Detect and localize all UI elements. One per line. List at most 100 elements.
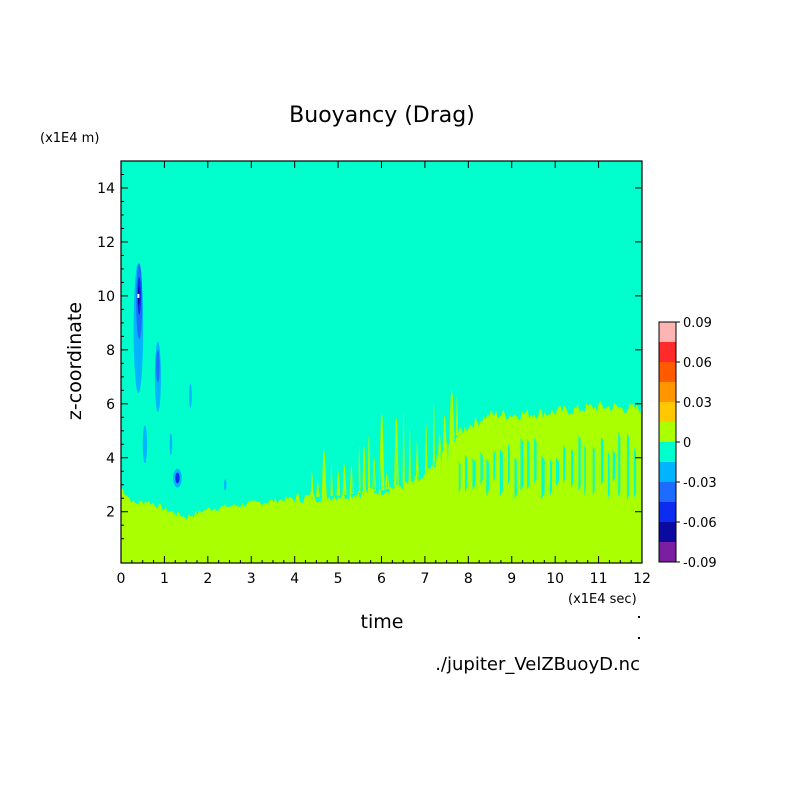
negative-streak [600, 436, 604, 486]
negative-streak [391, 463, 393, 487]
x-tick-label: 11 [590, 571, 608, 587]
y-tick-label: 10 [97, 289, 115, 305]
y-axis-label: z-coordinate [64, 302, 86, 420]
negative-streak [472, 458, 476, 490]
x-tick-label: 2 [203, 571, 212, 587]
positive-finger [455, 396, 459, 436]
x-tick-label: 5 [334, 571, 343, 587]
colorbar: 0.09 0.06 0.03 0 -0.03 -0.06 -0.09 [658, 316, 717, 571]
positive-finger [394, 415, 399, 487]
positive-finger [432, 402, 436, 465]
negative-streak [571, 447, 574, 489]
negative-streak [607, 451, 610, 499]
positive-region [121, 401, 642, 563]
y-axis-unit: (x1E4 m) [40, 131, 99, 146]
plume-core [137, 293, 140, 298]
negative-streak [334, 476, 336, 495]
negative-streak [373, 465, 375, 490]
negative-plume [156, 349, 160, 383]
negative-streak [612, 449, 616, 483]
x-axis-label: time [361, 611, 404, 633]
x-tick-label: 4 [290, 571, 299, 587]
source-file-label: ./jupiter_VelZBuoyD.nc [435, 654, 640, 675]
negative-streak [440, 451, 442, 467]
colorbar-swatch [659, 442, 676, 462]
negative-streak [434, 461, 436, 471]
negative-plume [142, 425, 148, 464]
colorbar-label: -0.03 [683, 476, 717, 491]
chart-title: Buoyancy (Drag) [289, 103, 475, 128]
x-tick-label: 1 [160, 571, 169, 587]
colorbar-swatch [659, 402, 676, 422]
y-tick-label: 12 [97, 235, 115, 251]
y-tick-label: 6 [106, 397, 115, 413]
negative-streak [527, 438, 530, 491]
colorbar-label: 0 [683, 436, 691, 451]
negative-streak [634, 447, 637, 499]
negative-streak [534, 437, 537, 484]
negative-streak [366, 467, 369, 491]
colorbar-swatch [659, 522, 676, 542]
positive-finger [330, 462, 333, 496]
negative-streak [458, 460, 461, 494]
negative-plume [189, 383, 192, 408]
colorbar-label: -0.09 [683, 556, 717, 571]
colorbar-swatch [659, 462, 676, 482]
x-tick-label: 0 [117, 571, 126, 587]
colorbar-swatch [659, 362, 676, 382]
y-tick-label: 2 [106, 505, 115, 521]
negative-streak [541, 455, 545, 500]
positive-finger [310, 469, 314, 498]
x-tick-label: 9 [507, 571, 516, 587]
x-tick-label: 12 [633, 571, 651, 587]
x-tick-label: 10 [546, 571, 564, 587]
negative-streak [396, 461, 398, 485]
positive-finger [367, 435, 371, 492]
dot-mark [638, 637, 640, 639]
positive-finger [415, 441, 419, 482]
positive-finger [362, 444, 367, 493]
negative-streak [618, 432, 621, 498]
contour-field [121, 161, 642, 563]
negative-streak [357, 463, 360, 492]
negative-streak [401, 469, 403, 484]
negative-streak [549, 459, 553, 497]
negative-plume [223, 479, 227, 491]
positive-finger [424, 422, 428, 478]
colorbar-label: 0.09 [683, 316, 712, 331]
colorbar-swatch [659, 502, 676, 522]
negative-streak [499, 449, 503, 497]
positive-finger [449, 389, 455, 440]
negative-streak [480, 451, 483, 485]
colorbar-swatch [659, 342, 676, 362]
positive-finger [442, 414, 447, 448]
colorbar-label: 0.06 [683, 356, 712, 371]
colorbar-swatch [659, 482, 676, 502]
negative-streak [417, 470, 419, 480]
colorbar-label: -0.06 [683, 516, 717, 531]
negative-streak [386, 472, 389, 488]
negative-streak [413, 458, 415, 481]
positive-finger [321, 448, 327, 497]
x-axis-unit: (x1E4 sec) [568, 592, 637, 607]
negative-streak [520, 438, 524, 492]
negative-streak [493, 450, 496, 483]
positive-finger [349, 463, 354, 494]
positive-finger [438, 431, 442, 456]
y-tick-label: 4 [106, 451, 115, 467]
y-tick-label: 14 [97, 181, 115, 197]
negative-streak [578, 435, 581, 492]
negative-streak [592, 446, 595, 496]
negative-streak [346, 458, 348, 494]
misc-marks [638, 616, 640, 639]
negative-streak [361, 474, 363, 492]
x-tick-label: 6 [377, 571, 386, 587]
negative-plume [175, 472, 180, 484]
colorbar-swatch [659, 322, 676, 342]
colorbar-swatch [659, 422, 676, 442]
y-tick-label: 8 [106, 343, 115, 359]
negative-streak [486, 459, 489, 496]
negative-streak [422, 461, 424, 479]
